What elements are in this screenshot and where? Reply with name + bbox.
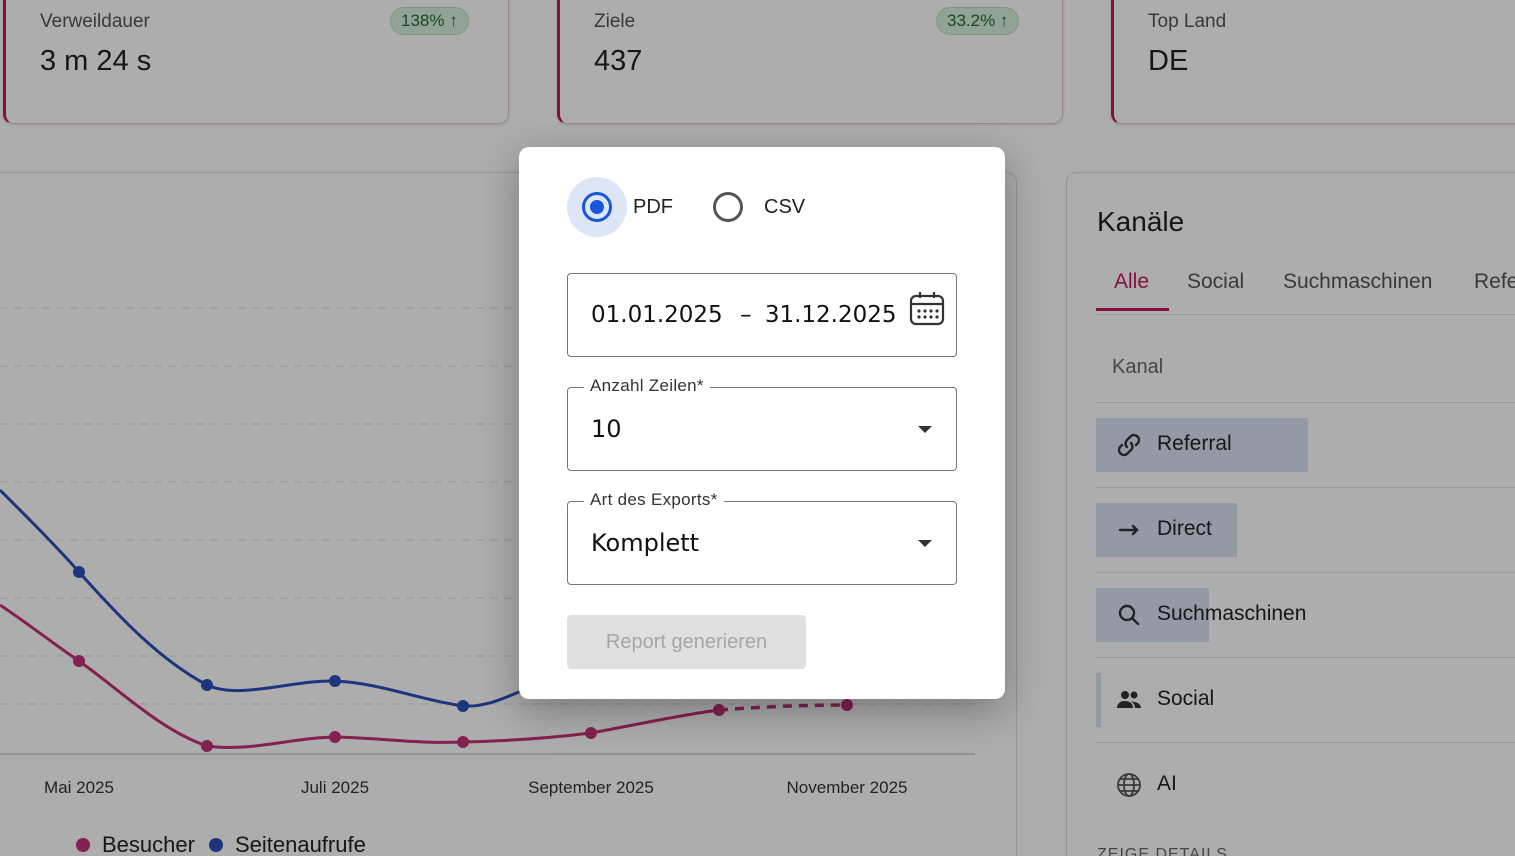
row-divider: [1096, 402, 1515, 403]
data-point: [329, 675, 341, 687]
date-separator: –: [740, 302, 752, 328]
legend-item-besucher[interactable]: Besucher: [76, 832, 195, 856]
stat-value: DE: [1148, 45, 1189, 77]
rows-count-label: Anzahl Zeilen*: [584, 376, 710, 396]
tab-suchmaschinen[interactable]: Suchmaschinen: [1283, 270, 1433, 293]
legend-item-seitenaufrufe[interactable]: Seitenaufrufe: [208, 832, 366, 856]
channel-label-ai[interactable]: AI: [1157, 772, 1177, 795]
x-tick-labels: Mai 2025 Juli 2025 September 2025 Novemb…: [44, 778, 907, 797]
date-end: 31.12.2025: [764, 302, 897, 328]
stat-title: Verweildauer: [40, 11, 150, 32]
data-point: [457, 736, 469, 748]
data-point: [457, 700, 469, 712]
stat-change-badge: 138% ↑: [390, 7, 469, 35]
data-point: [201, 740, 213, 752]
export-dialog: PDF CSV 01.01.2025 – 31.12.2025 Anz: [519, 147, 1005, 699]
data-point: [73, 655, 85, 667]
data-point: [585, 727, 597, 739]
data-point: [841, 699, 853, 711]
row-divider: [1096, 657, 1515, 658]
channel-label-suchmaschinen[interactable]: Suchmaschinen: [1157, 602, 1307, 625]
channel-share-bar: [1096, 588, 1209, 642]
data-point: [73, 566, 85, 578]
x-tick-label: September 2025: [528, 778, 654, 797]
date-range-field[interactable]: 01.01.2025 – 31.12.2025: [567, 273, 957, 357]
series-points-seitenaufrufe: [73, 566, 469, 712]
legend-label: Seitenaufrufe: [234, 832, 366, 856]
radio-focus-halo: [698, 177, 758, 237]
radio-option-pdf[interactable]: PDF: [567, 177, 673, 237]
data-point: [329, 731, 341, 743]
radio-option-csv[interactable]: CSV: [698, 177, 805, 237]
date-start: 01.01.2025: [591, 302, 723, 328]
export-type-label: Art des Exports*: [584, 490, 724, 510]
tabs-divider: [1096, 314, 1515, 315]
x-tick-label: Mai 2025: [44, 778, 114, 797]
legend-label: Besucher: [102, 832, 195, 856]
row-divider: [1096, 572, 1515, 573]
column-header-kanal: Kanal: [1112, 356, 1164, 378]
legend-dot: [76, 838, 90, 852]
series-points-besucher: [73, 655, 853, 752]
tab-referral[interactable]: Refe: [1474, 270, 1515, 293]
radio-focus-halo: [567, 177, 627, 237]
arrow-right-icon: [1118, 524, 1139, 536]
generate-report-button[interactable]: Report generieren: [567, 615, 806, 669]
show-details-button[interactable]: ZEIGE DETAILS: [1097, 846, 1228, 856]
rows-count-select[interactable]: Anzahl Zeilen* 10: [567, 376, 957, 471]
row-divider: [1096, 742, 1515, 743]
radio-selected-dot: [590, 200, 604, 214]
legend-dot: [208, 838, 223, 852]
tab-social[interactable]: Social: [1187, 270, 1245, 293]
stat-card-top-land: Top Land DE: [1111, 0, 1515, 124]
search-icon: [1118, 604, 1140, 626]
row-divider: [1096, 487, 1515, 488]
radio-label-pdf: PDF: [633, 195, 673, 218]
radio-label-csv: CSV: [764, 195, 806, 218]
channel-label-social[interactable]: Social: [1157, 687, 1215, 710]
people-icon: [1117, 691, 1141, 708]
stat-value: 3 m 24 s: [40, 45, 152, 77]
stat-title: Top Land: [1148, 11, 1227, 32]
globe-icon: [1117, 773, 1141, 797]
link-icon: [1117, 433, 1141, 457]
active-tab-indicator: [1096, 308, 1169, 311]
data-point: [713, 704, 725, 716]
tab-alle[interactable]: Alle: [1114, 270, 1150, 293]
channel-label-direct[interactable]: Direct: [1157, 517, 1212, 540]
stat-value: 437: [594, 45, 643, 77]
stat-card-ziele: Ziele 33.2% ↑ 437: [557, 0, 1063, 124]
dropdown-caret-icon: [918, 540, 932, 547]
date-range-value: 01.01.2025 – 31.12.2025: [591, 302, 897, 328]
x-tick-label: Juli 2025: [301, 778, 369, 797]
calendar-icon[interactable]: [908, 290, 946, 328]
stat-title: Ziele: [594, 11, 636, 32]
export-type-select[interactable]: Art des Exports* Komplett: [567, 490, 957, 585]
radio-button-csv[interactable]: [713, 192, 743, 222]
radio-button-pdf[interactable]: [582, 192, 612, 222]
channels-title: Kanäle: [1097, 206, 1185, 237]
channel-share-bar: [1096, 673, 1101, 727]
export-type-value: Komplett: [591, 529, 700, 557]
chart-legend: Besucher Seitenaufrufe: [76, 832, 380, 856]
x-tick-label: November 2025: [787, 778, 908, 797]
data-point: [201, 679, 213, 691]
series-line-besucher-forecast: [718, 703, 848, 712]
dropdown-caret-icon: [918, 426, 932, 433]
stat-change-badge: 33.2% ↑: [936, 7, 1020, 35]
stat-card-verweildauer: Verweildauer 138% ↑ 3 m 24 s: [3, 0, 509, 124]
channel-label-referral[interactable]: Referral: [1157, 432, 1232, 455]
rows-count-value: 10: [591, 415, 622, 443]
